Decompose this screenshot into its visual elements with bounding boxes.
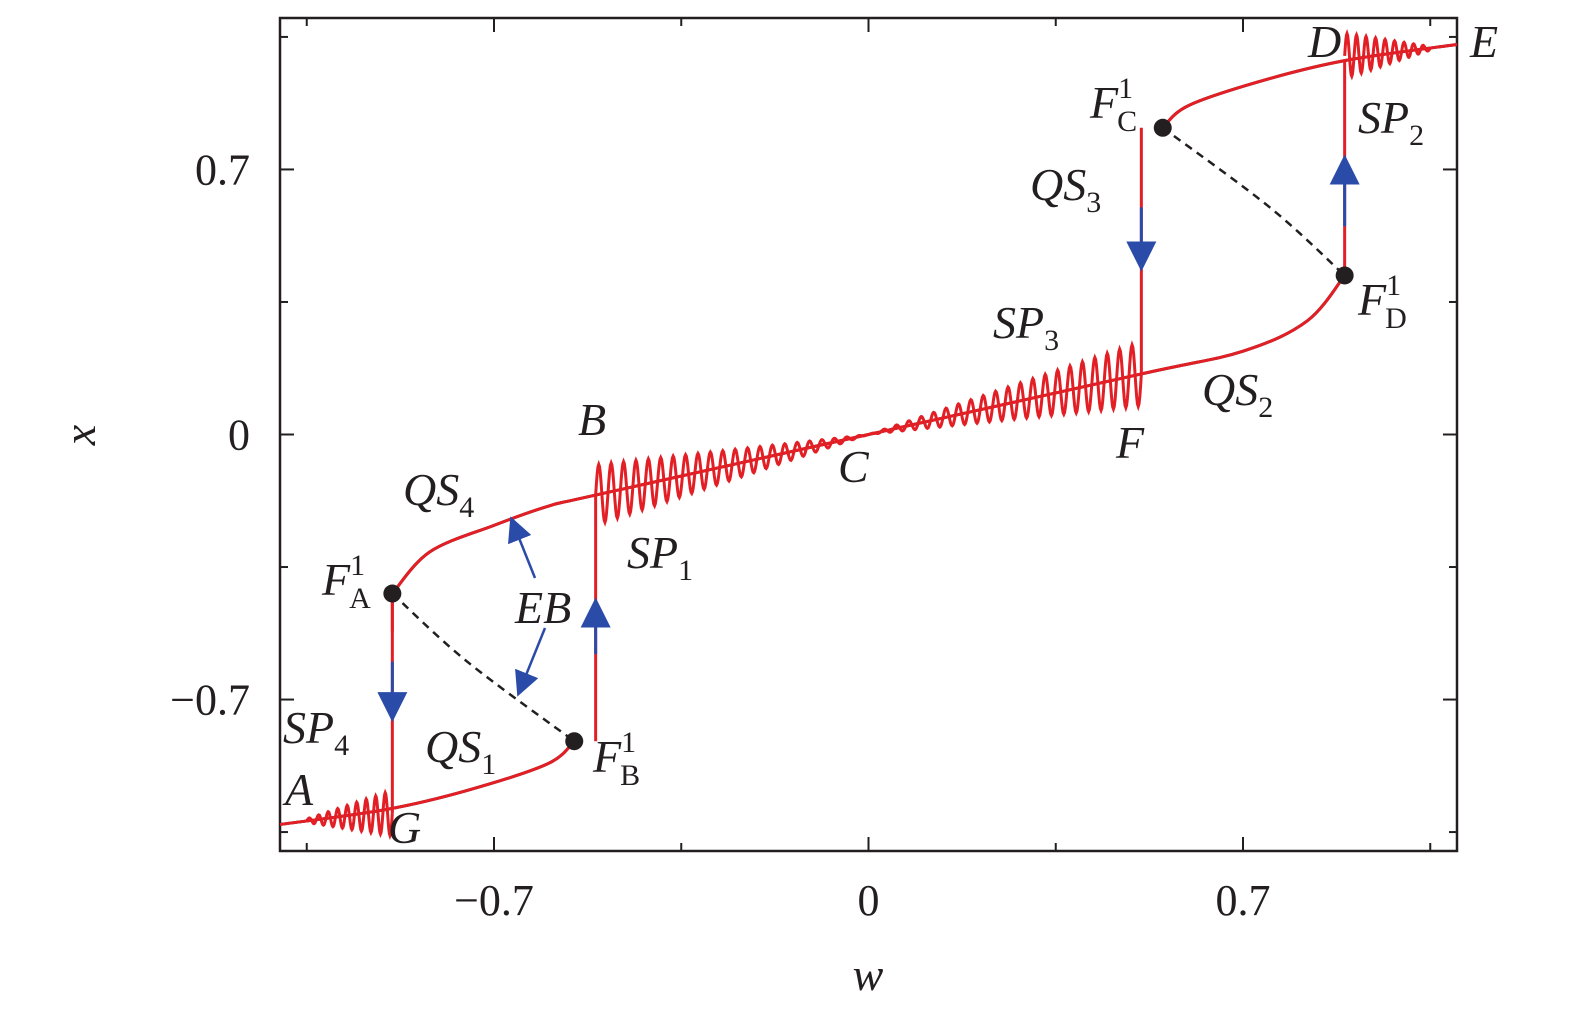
x-tick-label: 0 — [858, 876, 880, 925]
fold-point-c — [1153, 118, 1172, 137]
segment-label-qs1: QS1 — [425, 721, 496, 781]
fold-point-b — [565, 732, 584, 751]
segment-label-sp4: SP4 — [283, 702, 349, 762]
segment-label-qs4: QS4 — [403, 464, 474, 524]
eb-pointer-upper — [508, 516, 537, 579]
fold-label-d: F1 D — [1357, 269, 1407, 335]
y-axis-title: x — [54, 424, 105, 446]
fold-point-a — [383, 584, 402, 603]
y-tick-label: 0.7 — [195, 145, 250, 194]
oscillation-sp4 — [305, 788, 394, 840]
point-label-d: D — [1307, 16, 1341, 67]
segment-label-sp2: SP2 — [1358, 92, 1424, 152]
x-axis-title: w — [853, 949, 884, 1000]
segment-label-qs2: QS2 — [1202, 364, 1273, 424]
eb-pointer-lower — [515, 627, 547, 697]
x-tick-label: −0.7 — [454, 876, 534, 925]
direction-arrows — [377, 154, 1360, 723]
fold-label-a: F1 A — [321, 549, 371, 615]
segment-label-sp1: SP1 — [627, 527, 693, 587]
fold-point-d — [1335, 266, 1354, 285]
segment-label-sp3: SP3 — [993, 297, 1059, 357]
fold-points — [383, 118, 1354, 751]
point-label-f: F — [1115, 417, 1145, 468]
oscillation-sp1 — [594, 433, 869, 527]
fold-label-c: F1 C — [1089, 72, 1137, 138]
unstable-branch-right — [1162, 126, 1346, 277]
point-label-e: E — [1469, 16, 1498, 67]
y-tick-label: −0.7 — [170, 676, 250, 725]
point-label-a: A — [282, 764, 314, 815]
curves — [279, 29, 1458, 840]
fold-label-b: F1 B — [592, 726, 640, 792]
axis-ticks: −0.7 0 0.7 −0.7 0 0.7 — [170, 18, 1457, 925]
x-tick-label: 0.7 — [1216, 876, 1271, 925]
point-label-b: B — [578, 394, 606, 445]
unstable-branch-left — [391, 592, 575, 743]
segment-label-qs3: QS3 — [1030, 159, 1101, 219]
stable-branch — [391, 274, 1346, 595]
y-tick-label: 0 — [228, 411, 250, 460]
point-label-g: G — [388, 802, 421, 853]
segment-label-eb: EB — [514, 582, 571, 633]
point-label-c: C — [838, 441, 870, 492]
oscillation-sp2 — [1343, 29, 1432, 81]
oscillation-sp3 — [868, 340, 1143, 436]
